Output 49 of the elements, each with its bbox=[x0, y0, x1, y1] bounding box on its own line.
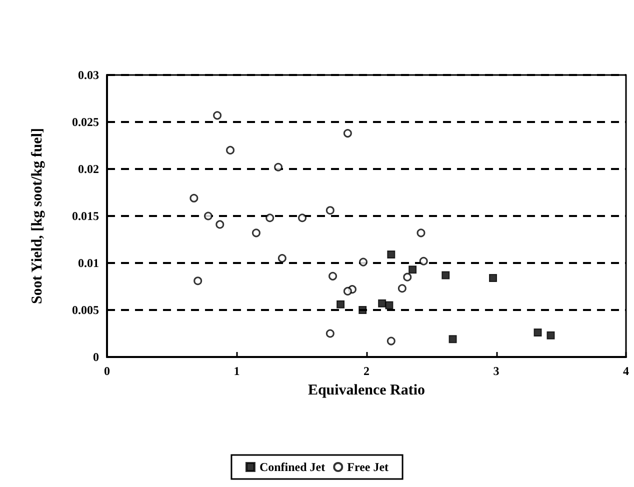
point bbox=[266, 214, 274, 222]
point bbox=[190, 194, 198, 202]
point bbox=[213, 111, 222, 120]
point bbox=[546, 331, 555, 340]
point bbox=[378, 299, 386, 308]
point bbox=[408, 266, 417, 274]
x-tick-label: 3 bbox=[493, 364, 500, 378]
x-tick-label: 2 bbox=[364, 364, 370, 378]
point bbox=[385, 301, 394, 310]
y-tick-label: 0.005 bbox=[72, 303, 99, 317]
point bbox=[204, 212, 212, 220]
y-tick-label: 0.015 bbox=[72, 209, 99, 223]
y-axis-title: Soot Yield, [kg soot/kg fuel] bbox=[30, 128, 46, 304]
point bbox=[386, 336, 396, 346]
y-tick-label: 0.01 bbox=[78, 256, 99, 270]
x-axis-title: Equivalence Ratio bbox=[308, 382, 426, 398]
point bbox=[336, 300, 345, 308]
point bbox=[343, 286, 352, 296]
point bbox=[403, 272, 412, 282]
point bbox=[216, 220, 224, 229]
point bbox=[326, 206, 334, 215]
point bbox=[359, 258, 368, 266]
point bbox=[358, 306, 367, 314]
x-tick-label: 0 bbox=[104, 364, 110, 378]
y-tick-label: 0.03 bbox=[78, 68, 99, 82]
legend-label: Free Jet bbox=[347, 460, 389, 474]
point bbox=[534, 328, 542, 337]
point bbox=[194, 276, 202, 286]
point bbox=[326, 329, 334, 338]
point bbox=[226, 146, 235, 154]
point bbox=[398, 284, 406, 293]
point bbox=[343, 129, 352, 138]
point bbox=[489, 274, 498, 282]
legend-label: Confined Jet bbox=[259, 460, 326, 474]
x-tick-label: 1 bbox=[234, 364, 240, 378]
point bbox=[252, 228, 260, 238]
point bbox=[278, 254, 286, 263]
y-tick-label: 0.025 bbox=[72, 115, 99, 129]
point bbox=[442, 271, 450, 280]
point bbox=[419, 256, 428, 266]
point bbox=[448, 335, 457, 344]
x-tick-label: 4 bbox=[623, 364, 629, 378]
y-tick-label: 0.02 bbox=[78, 162, 99, 176]
point bbox=[298, 214, 307, 222]
point bbox=[274, 162, 283, 172]
point bbox=[387, 250, 396, 259]
point bbox=[416, 228, 426, 238]
point bbox=[328, 272, 338, 280]
y-tick-label: 0 bbox=[93, 350, 99, 364]
